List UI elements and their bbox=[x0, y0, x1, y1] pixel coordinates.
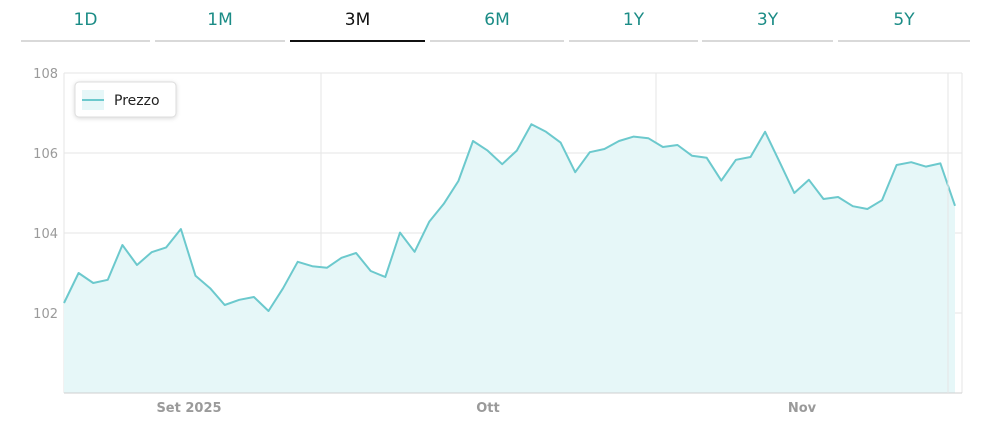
tab-1y[interactable]: 1Y bbox=[569, 0, 698, 42]
tab-3m[interactable]: 3M bbox=[290, 0, 425, 42]
chart-area: 102 104 106 108 Set 2025 Ott Nov Prezzo bbox=[0, 44, 988, 441]
tab-3y[interactable]: 3Y bbox=[702, 0, 833, 42]
tab-6m[interactable]: 6M bbox=[430, 0, 564, 42]
y-tick-label: 108 bbox=[33, 67, 58, 82]
tab-5y[interactable]: 5Y bbox=[838, 0, 970, 42]
price-line bbox=[63, 123, 956, 312]
tab-1m[interactable]: 1M bbox=[155, 0, 285, 42]
y-tick-label: 104 bbox=[33, 227, 58, 242]
price-area-fill bbox=[64, 124, 955, 393]
tab-1d[interactable]: 1D bbox=[21, 0, 150, 42]
x-tick-label: Ott bbox=[476, 401, 499, 416]
legend-label: Prezzo bbox=[114, 93, 160, 109]
y-tick-label: 102 bbox=[33, 307, 58, 322]
price-chart: 102 104 106 108 Set 2025 Ott Nov Prezzo bbox=[33, 67, 963, 416]
y-tick-label: 106 bbox=[33, 147, 58, 162]
period-tabs: 1D 1M 3M 6M 1Y 3Y 5Y bbox=[0, 0, 988, 44]
x-tick-label: Nov bbox=[788, 401, 817, 416]
x-tick-label: Set 2025 bbox=[156, 401, 221, 416]
